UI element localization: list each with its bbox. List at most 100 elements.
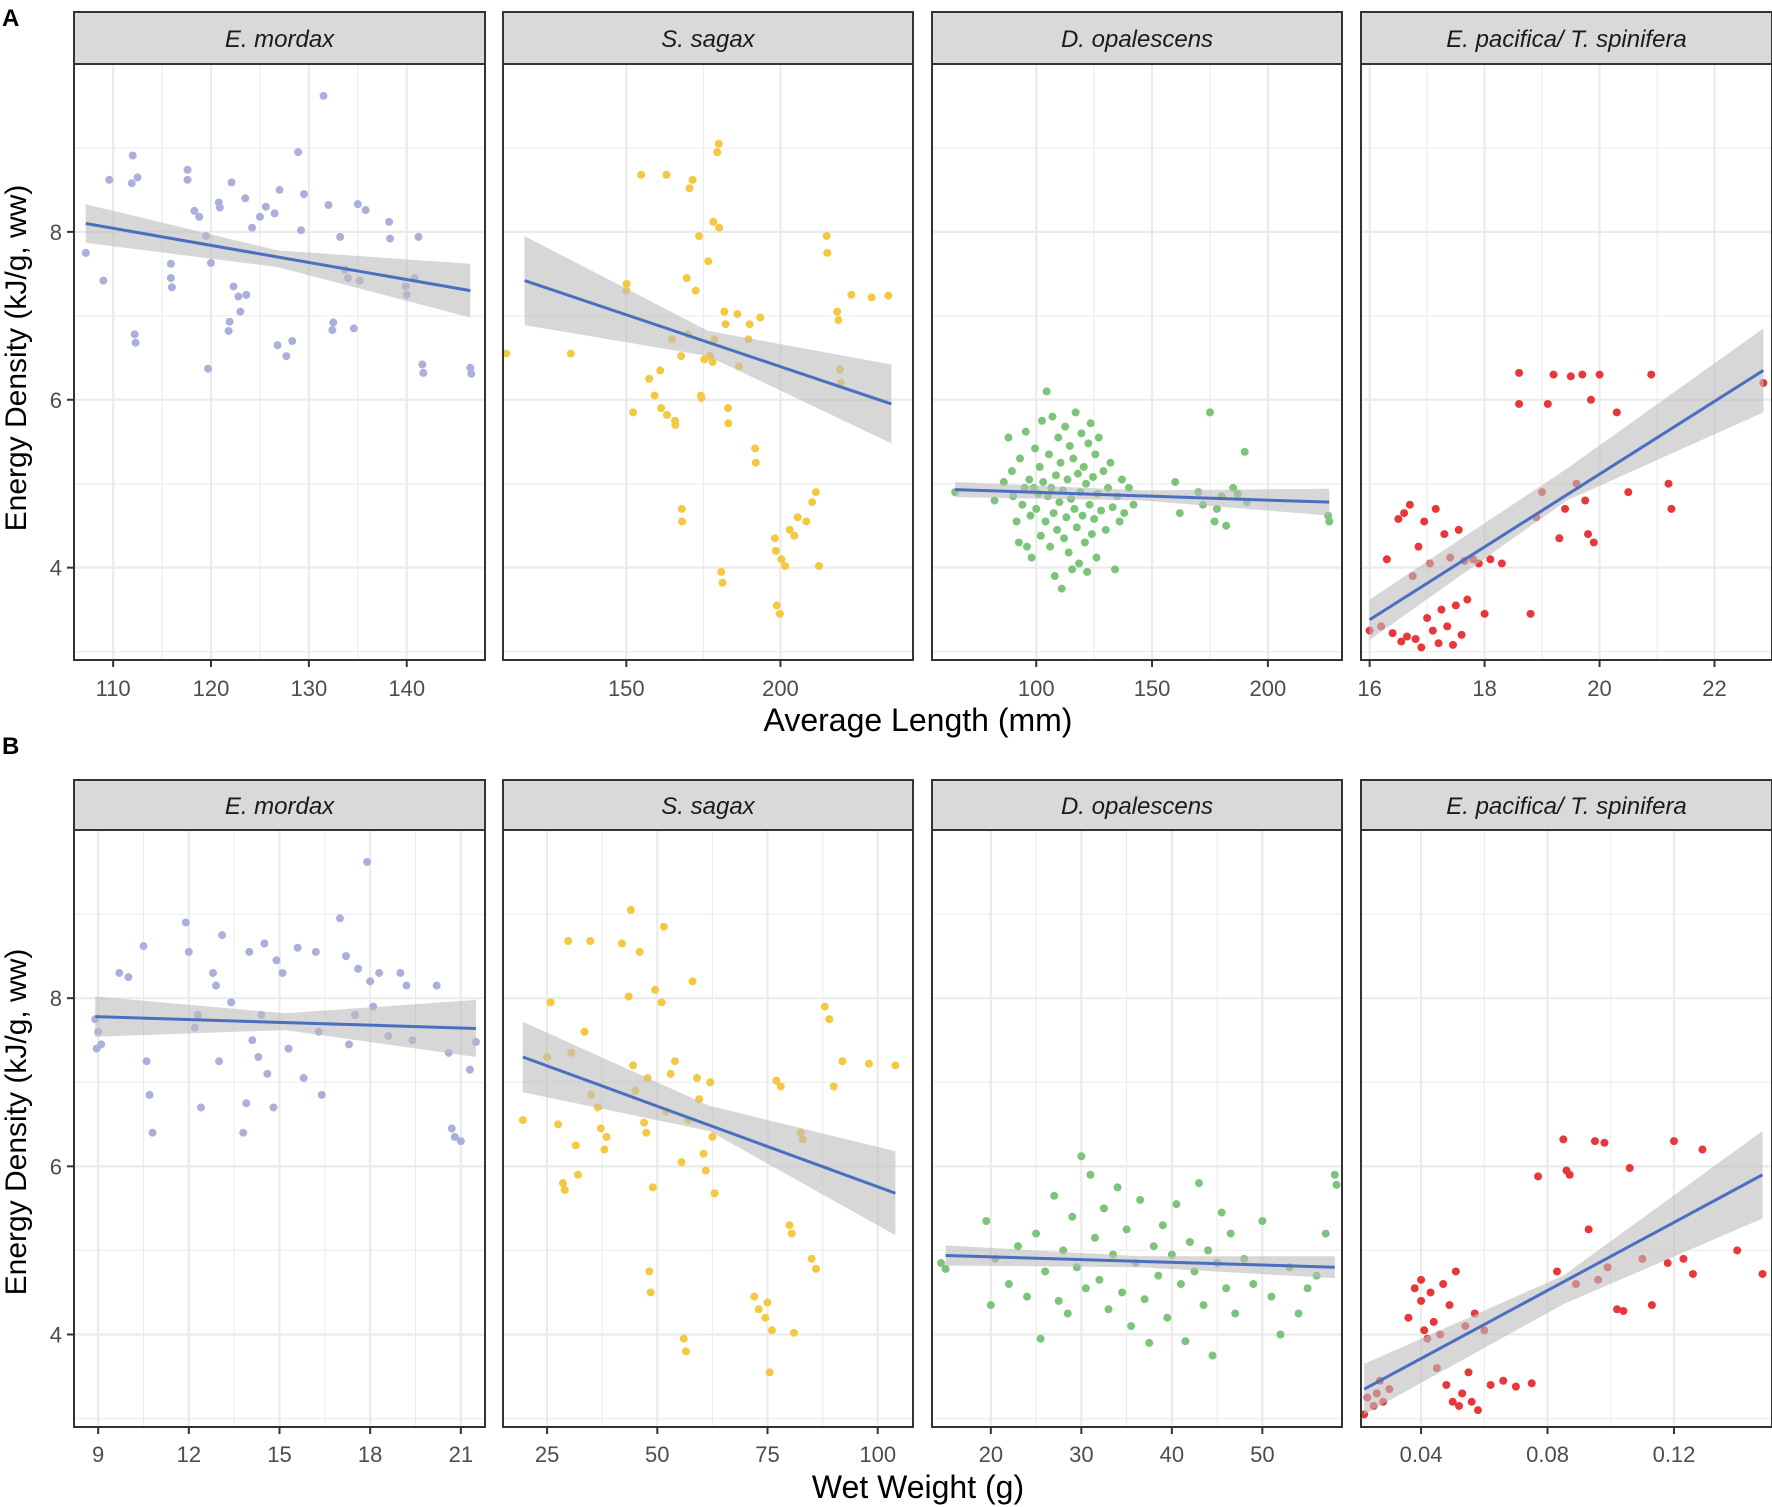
- data-point: [1025, 475, 1034, 484]
- data-point: [1480, 609, 1489, 618]
- data-point: [1664, 479, 1673, 488]
- data-point: [600, 1145, 609, 1154]
- data-point: [284, 1044, 293, 1053]
- data-point: [629, 1061, 638, 1070]
- x-tick-label: 110: [96, 676, 131, 701]
- y-axis-title-a: Energy Density (kJ/g, ww): [0, 185, 33, 532]
- data-point: [586, 936, 595, 945]
- data-point: [1426, 1288, 1435, 1297]
- data-point: [1041, 517, 1050, 526]
- data-point: [1586, 395, 1595, 404]
- data-point: [1457, 630, 1466, 639]
- data-point: [148, 1128, 157, 1137]
- x-tick-label: 130: [290, 676, 327, 701]
- data-point: [775, 609, 784, 618]
- data-point: [834, 316, 843, 325]
- x-tick-label: 16: [1357, 676, 1381, 701]
- data-point: [139, 942, 148, 951]
- data-point: [1439, 1280, 1448, 1289]
- data-point: [1117, 475, 1126, 484]
- data-point: [242, 290, 251, 299]
- x-tick-label: 18: [1472, 676, 1496, 701]
- data-point: [1613, 1305, 1622, 1314]
- data-point: [1057, 584, 1066, 593]
- data-point: [833, 307, 842, 316]
- data-point: [624, 992, 633, 1001]
- data-point: [1267, 1292, 1276, 1301]
- data-point: [278, 968, 287, 977]
- data-point: [937, 1259, 946, 1268]
- data-point: [1046, 542, 1055, 551]
- data-point: [811, 488, 820, 497]
- data-point: [1140, 1295, 1149, 1304]
- data-point: [166, 274, 175, 283]
- data-point: [679, 1334, 688, 1343]
- data-point: [1063, 1309, 1072, 1318]
- data-point: [1080, 538, 1089, 547]
- data-point: [682, 274, 691, 283]
- data-point: [1451, 1267, 1460, 1276]
- data-point: [1172, 1200, 1181, 1209]
- data-point: [1083, 567, 1092, 576]
- data-point: [167, 283, 176, 292]
- data-point: [467, 369, 476, 378]
- data-point: [254, 1053, 263, 1062]
- data-point: [573, 1170, 582, 1179]
- data-point: [1555, 534, 1564, 543]
- data-point: [787, 1229, 796, 1238]
- panel-background: [1361, 830, 1772, 1427]
- data-point: [695, 232, 704, 241]
- data-point: [1515, 399, 1524, 408]
- data-point: [756, 313, 765, 322]
- data-point: [704, 257, 713, 266]
- data-point: [596, 1124, 605, 1133]
- data-point: [1429, 1317, 1438, 1326]
- x-tick-label: 0.08: [1526, 1442, 1569, 1467]
- data-point: [1600, 1138, 1609, 1147]
- data-point: [781, 561, 790, 570]
- data-point: [1036, 531, 1045, 540]
- data-point: [701, 1166, 710, 1175]
- data-point: [1448, 640, 1457, 649]
- data-point: [691, 286, 700, 295]
- data-point: [1411, 635, 1420, 644]
- data-point: [1022, 542, 1031, 551]
- data-point: [720, 307, 729, 316]
- data-point: [1497, 559, 1506, 568]
- x-tick-label: 20: [1587, 676, 1611, 701]
- data-point: [671, 420, 680, 429]
- panel-strip: [502, 11, 914, 65]
- data-point: [1442, 1380, 1451, 1389]
- data-point: [1526, 609, 1535, 618]
- data-point: [1088, 473, 1097, 482]
- data-point: [1023, 1292, 1032, 1301]
- data-point: [1077, 429, 1086, 438]
- data-point: [1136, 1195, 1145, 1204]
- data-point: [414, 232, 423, 241]
- panel-title: E. mordax: [225, 793, 335, 820]
- x-axis-title-b: Wet Weight (g): [812, 1469, 1024, 1505]
- data-point: [183, 165, 192, 174]
- panel-A3: D. opalescens 100 150 200: [931, 11, 1343, 701]
- panel-title: S. sagax: [661, 793, 755, 820]
- data-point: [1118, 1288, 1127, 1297]
- data-point: [1584, 530, 1593, 539]
- data-point: [1041, 1267, 1050, 1276]
- data-point: [234, 292, 243, 301]
- data-point: [708, 1132, 717, 1141]
- data-point: [293, 943, 302, 952]
- data-point: [646, 1288, 655, 1297]
- data-point: [662, 170, 671, 179]
- data-point: [1027, 553, 1036, 562]
- panel-title: D. opalescens: [1061, 793, 1213, 820]
- data-point: [751, 458, 760, 467]
- data-point: [1042, 387, 1051, 396]
- x-tick-label: 22: [1702, 676, 1726, 701]
- panel-border: [73, 63, 486, 661]
- data-point: [261, 202, 270, 211]
- x-tick-label: 15: [267, 1442, 291, 1467]
- data-point: [204, 364, 213, 373]
- x-tick-label: 25: [535, 1442, 559, 1467]
